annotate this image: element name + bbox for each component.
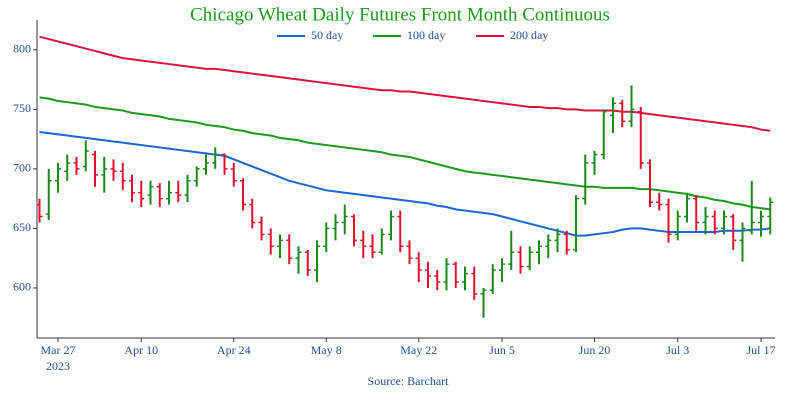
x-tick-label: Jun 20 — [579, 343, 611, 357]
y-tick-label: 650 — [13, 220, 31, 234]
y-tick-label: 750 — [13, 101, 31, 115]
y-tick-label: 600 — [13, 280, 31, 294]
legend-label: 200 day — [510, 28, 548, 42]
moving-average-line — [39, 130, 771, 237]
chart-title: Chicago Wheat Daily Futures Front Month … — [190, 4, 610, 25]
x-tick-label: Apr 24 — [217, 343, 251, 357]
x-year-label: 2023 — [46, 359, 70, 373]
x-tick-label: May 8 — [311, 343, 342, 357]
y-tick-label: 800 — [13, 42, 31, 56]
x-tick-label: Apr 10 — [124, 343, 158, 357]
x-tick-label: May 22 — [400, 343, 437, 357]
legend-label: 50 day — [311, 28, 343, 42]
legend-label: 100 day — [407, 28, 445, 42]
x-tick-label: Mar 27 — [41, 343, 76, 357]
moving-average-line — [39, 96, 771, 211]
x-tick-label: Jul 3 — [666, 343, 689, 357]
x-tick-label: Jun 5 — [489, 343, 515, 357]
source-note: Source: Barchart — [368, 374, 450, 388]
moving-average-line — [39, 35, 771, 132]
y-tick-label: 700 — [13, 161, 31, 175]
x-tick-label: Jul 17 — [746, 343, 775, 357]
